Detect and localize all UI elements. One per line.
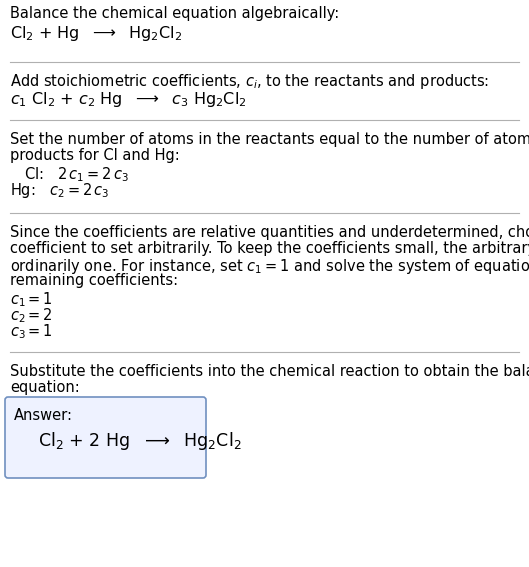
Text: Substitute the coefficients into the chemical reaction to obtain the balanced: Substitute the coefficients into the che… (10, 364, 529, 379)
Text: Since the coefficients are relative quantities and underdetermined, choose a: Since the coefficients are relative quan… (10, 225, 529, 240)
Text: Hg:   $c_2 = 2\,c_3$: Hg: $c_2 = 2\,c_3$ (10, 181, 110, 200)
Text: $c_1 = 1$: $c_1 = 1$ (10, 290, 53, 308)
Text: Set the number of atoms in the reactants equal to the number of atoms in the: Set the number of atoms in the reactants… (10, 132, 529, 147)
Text: Answer:: Answer: (14, 408, 73, 423)
Text: Cl$_2$ + 2 Hg  $\longrightarrow$  Hg$_2$Cl$_2$: Cl$_2$ + 2 Hg $\longrightarrow$ Hg$_2$Cl… (38, 430, 242, 452)
Text: products for Cl and Hg:: products for Cl and Hg: (10, 148, 180, 163)
Text: Balance the chemical equation algebraically:: Balance the chemical equation algebraica… (10, 6, 339, 21)
Text: Cl$_2$ + Hg  $\longrightarrow$  Hg$_2$Cl$_2$: Cl$_2$ + Hg $\longrightarrow$ Hg$_2$Cl$_… (10, 24, 183, 43)
Text: Add stoichiometric coefficients, $c_i$, to the reactants and products:: Add stoichiometric coefficients, $c_i$, … (10, 72, 489, 91)
Text: equation:: equation: (10, 380, 80, 395)
Text: remaining coefficients:: remaining coefficients: (10, 273, 178, 288)
Text: Cl:   $2\,c_1 = 2\,c_3$: Cl: $2\,c_1 = 2\,c_3$ (24, 165, 129, 184)
Text: coefficient to set arbitrarily. To keep the coefficients small, the arbitrary va: coefficient to set arbitrarily. To keep … (10, 241, 529, 256)
Text: $c_1$ Cl$_2$ + $c_2$ Hg  $\longrightarrow$  $c_3$ Hg$_2$Cl$_2$: $c_1$ Cl$_2$ + $c_2$ Hg $\longrightarrow… (10, 90, 247, 109)
Text: $c_2 = 2$: $c_2 = 2$ (10, 306, 53, 325)
FancyBboxPatch shape (5, 397, 206, 478)
Text: $c_3 = 1$: $c_3 = 1$ (10, 322, 53, 341)
Text: ordinarily one. For instance, set $c_1 = 1$ and solve the system of equations fo: ordinarily one. For instance, set $c_1 =… (10, 257, 529, 276)
